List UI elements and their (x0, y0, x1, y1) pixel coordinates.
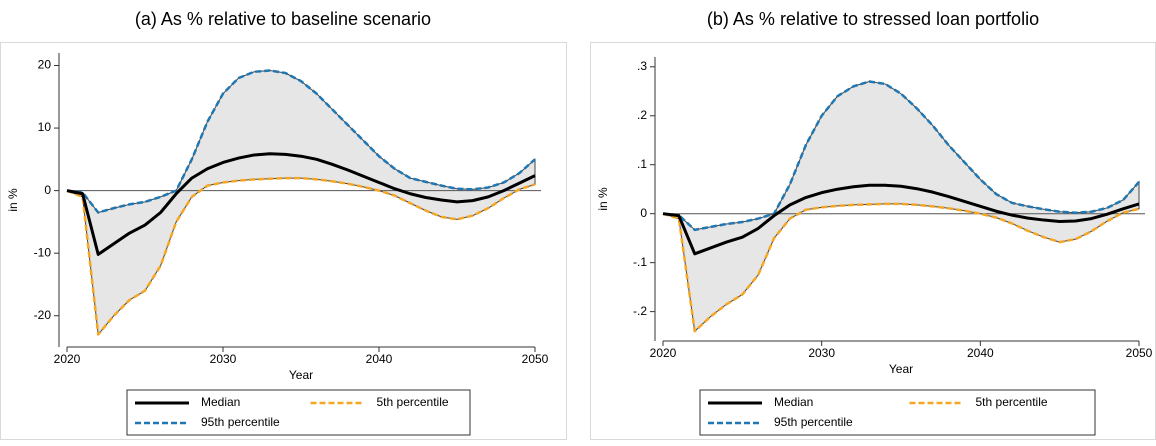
y-axis-label: in % (6, 188, 20, 212)
series-line (66, 176, 536, 336)
x-tick-label: 2050 (1126, 346, 1153, 360)
y-tick-label: .1 (637, 157, 647, 171)
x-tick-label: 2050 (522, 352, 549, 366)
y-tick-label: 20 (38, 58, 52, 72)
series-line (662, 183, 1140, 256)
legend-label: 5th percentile (377, 395, 449, 409)
legend-label: 5th percentile (976, 395, 1048, 409)
panel-title: (a) As % relative to baseline scenario (135, 9, 431, 29)
legend-label: 95th percentile (201, 415, 280, 429)
x-axis-label: Year (289, 368, 313, 382)
y-tick-label: 10 (38, 120, 52, 134)
legend-label: Median (774, 395, 813, 409)
y-tick-label: -.1 (633, 255, 647, 269)
panel-title: (b) As % relative to stressed loan portf… (707, 9, 1039, 29)
x-tick-label: 2030 (210, 352, 237, 366)
x-tick-label: 2020 (650, 346, 677, 360)
series-line (66, 152, 536, 256)
x-tick-label: 2040 (366, 352, 393, 366)
legend-box (699, 389, 1096, 436)
y-tick-label: 0 (44, 183, 51, 197)
legend-label: 95th percentile (774, 415, 853, 429)
x-tick-label: 2030 (808, 346, 835, 360)
series-line (662, 202, 1140, 333)
y-tick-label: .2 (637, 108, 647, 122)
panel-frame (0, 42, 567, 440)
panel: (b) As % relative to stressed loan portf… (590, 9, 1156, 440)
y-tick-label: -10 (34, 245, 52, 259)
y-tick-label: .3 (637, 59, 647, 73)
x-tick-label: 2020 (54, 352, 81, 366)
legend-box (126, 389, 471, 436)
legend-label: Median (201, 395, 240, 409)
y-tick-label: -20 (34, 308, 52, 322)
series-line (662, 80, 1140, 232)
series-line (66, 69, 536, 214)
x-axis-label: Year (889, 362, 913, 376)
y-axis-label: in % (596, 187, 610, 211)
y-tick-label: -.2 (633, 304, 647, 318)
panel: (a) As % relative to baseline scenario -2… (0, 9, 567, 440)
y-tick-label: 0 (640, 206, 647, 220)
band-fill (662, 80, 1140, 333)
x-tick-label: 2040 (967, 346, 994, 360)
